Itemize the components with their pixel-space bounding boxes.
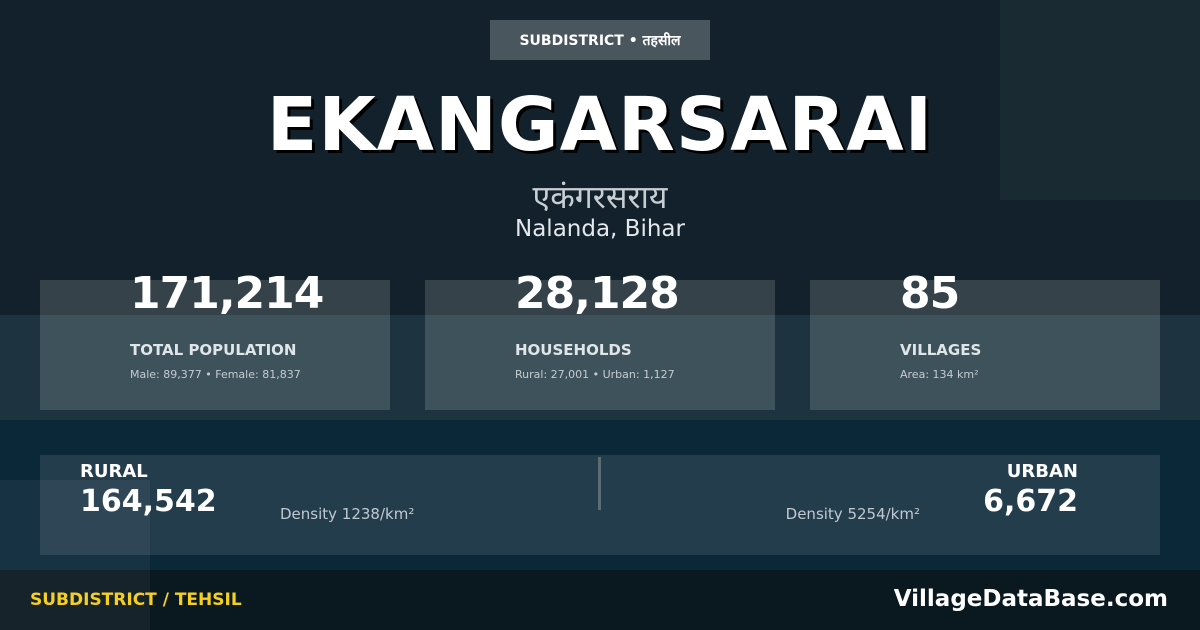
- stat-card-villages: 85 VILLAGES Area: 134 km²: [810, 268, 1160, 410]
- page-title: EKANGARSARAI: [266, 82, 934, 168]
- stat-detail: Area: 134 km²: [900, 368, 979, 381]
- urban-value: 6,672: [983, 484, 1078, 519]
- footer: [0, 570, 1200, 630]
- footer-category: SUBDISTRICT / TEHSIL: [30, 590, 242, 610]
- urban-density: Density 5254/km²: [785, 505, 920, 523]
- stat-card-population: 171,214 TOTAL POPULATION Male: 89,377 • …: [40, 268, 390, 410]
- decor-square: [1000, 0, 1200, 200]
- rural-value: 164,542: [80, 484, 217, 519]
- stat-detail: Rural: 27,001 • Urban: 1,127: [515, 368, 675, 381]
- brand-link[interactable]: VillageDataBase.com: [893, 586, 1168, 612]
- stat-label: HOUSEHOLDS: [515, 341, 632, 359]
- title-hindi: एकंगरसराय: [532, 178, 668, 216]
- stat-detail: Male: 89,377 • Female: 81,837: [130, 368, 301, 381]
- stat-value: 28,128: [515, 268, 680, 319]
- rural-density: Density 1238/km²: [280, 505, 415, 523]
- rural-label: RURAL: [80, 461, 148, 482]
- stat-value: 85: [900, 268, 960, 319]
- stat-label: TOTAL POPULATION: [130, 341, 297, 359]
- stat-value: 171,214: [130, 268, 324, 319]
- decor-square: [0, 480, 150, 630]
- type-badge: SUBDISTRICT • तहसील: [490, 20, 710, 60]
- location: Nalanda, Bihar: [515, 216, 685, 242]
- urban-label: URBAN: [1006, 461, 1078, 482]
- stat-label: VILLAGES: [900, 341, 982, 359]
- divider: [598, 457, 601, 510]
- decor-band: [0, 315, 1200, 420]
- stat-card-households: 28,128 HOUSEHOLDS Rural: 27,001 • Urban:…: [425, 268, 775, 410]
